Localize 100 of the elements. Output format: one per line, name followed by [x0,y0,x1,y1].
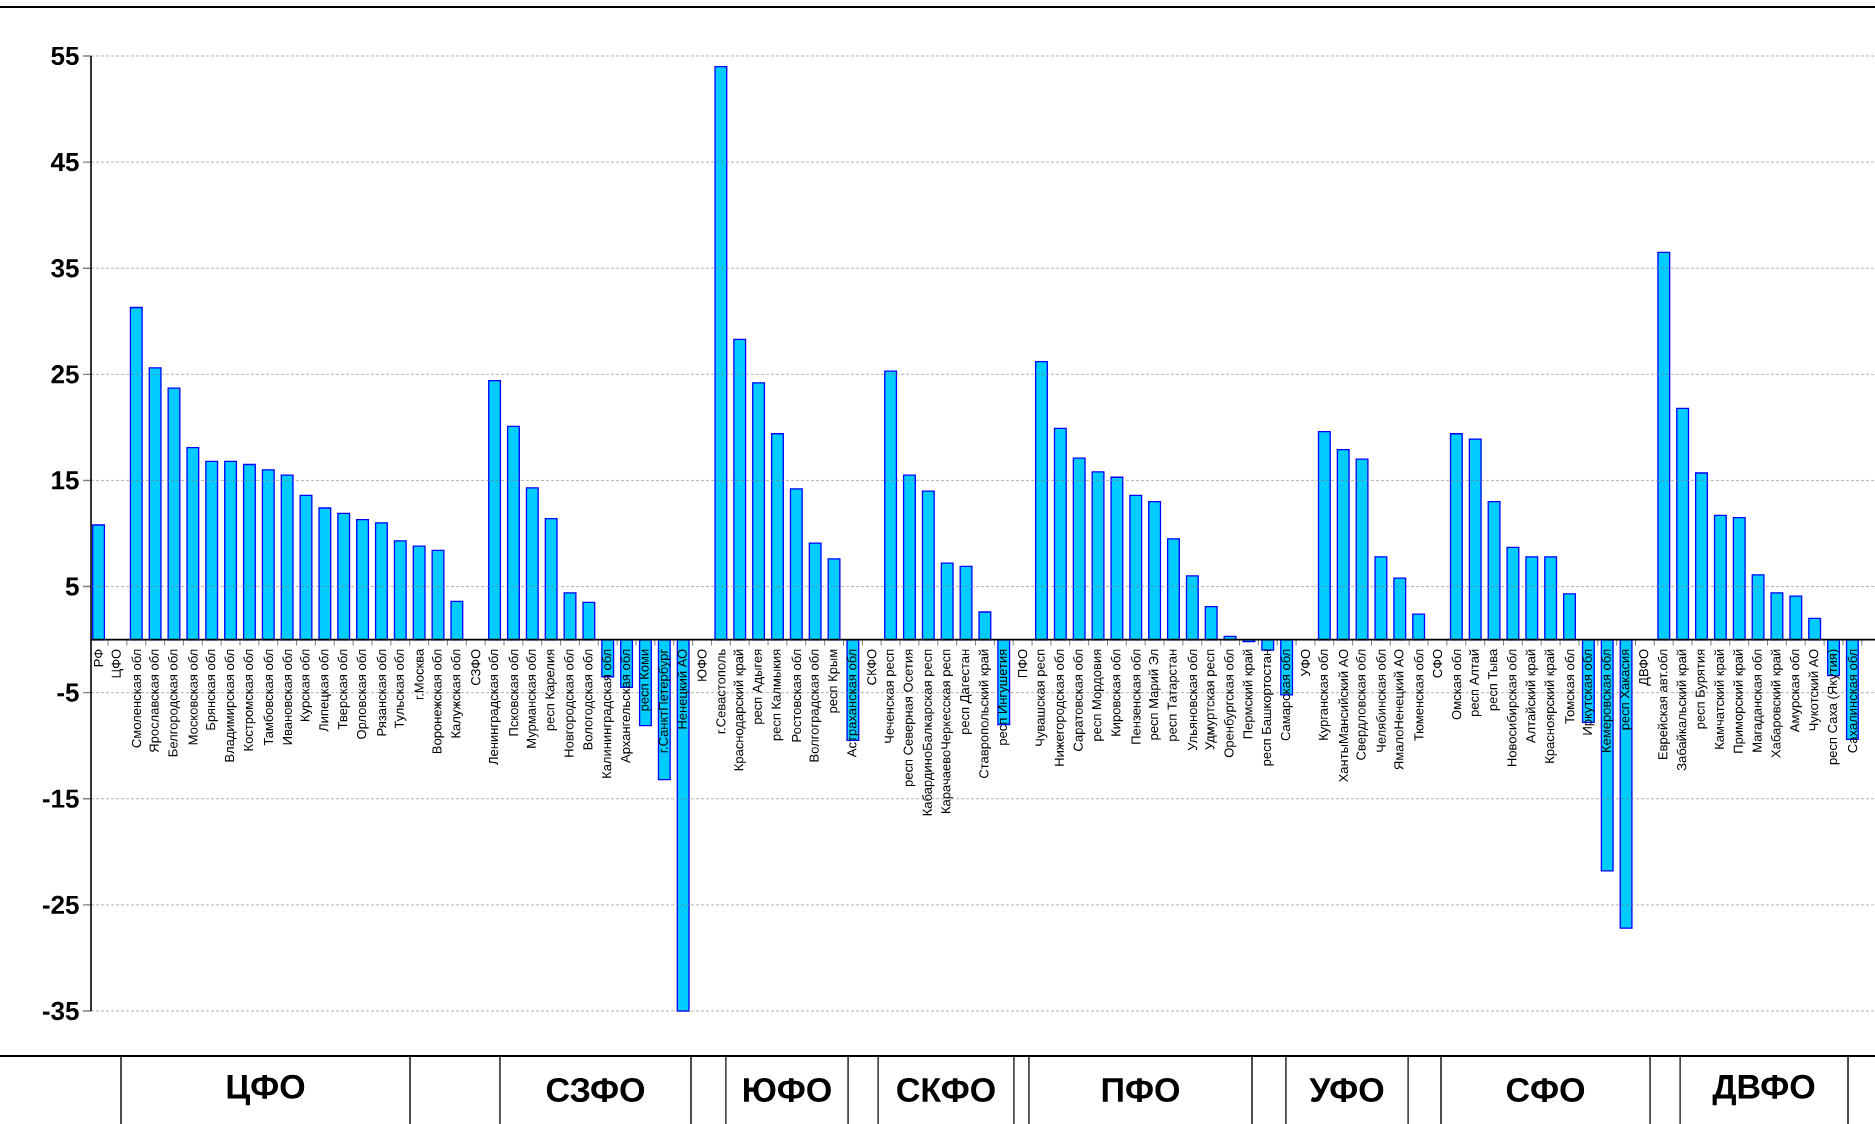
x-tick-label: респ Хакасия [1620,649,1632,730]
x-tick-label: респ Коми [639,649,652,711]
bar [1506,546,1520,641]
y-tick-label: 45 [50,153,79,172]
x-tick-label: Тюменская обл [1413,649,1424,741]
bar [1732,516,1746,641]
bar [1110,476,1124,641]
x-tick-label: Красноярский край [1544,649,1557,763]
x-tick-label: ДВФО [1639,649,1651,686]
x-tick-label: Чукотский АО [1808,649,1821,731]
bar [129,306,143,641]
bar [752,382,766,641]
x-tick-label: Пермский край [1242,649,1256,739]
bar [280,474,294,641]
bar [827,558,841,641]
x-tick-label: Оренбургская обл [1223,649,1237,758]
bar [1053,427,1067,641]
x-tick-label: Самарская обл [1280,649,1293,741]
bar [1770,592,1784,641]
bar [374,522,388,641]
x-tick-label: Смоленская обл [131,649,142,748]
x-tick-label: Алтайский край [1525,649,1538,744]
x-tick-label: ПФО [1018,649,1028,678]
x-tick-label: Ставропольский край [978,649,992,779]
bar [940,562,954,641]
x-tick-label: респ Бурятия [1695,649,1708,729]
bar [1808,617,1822,641]
y-tick-label: 55 [51,46,79,66]
bar [299,494,313,641]
x-tick-label: СФО [1432,649,1443,678]
x-tick-label: Архангельская обл [620,649,633,763]
bar [1336,449,1350,641]
x-tick-label: Псковская обл [508,649,519,736]
bar [1148,501,1162,641]
x-tick-label: Курская обл [299,649,313,721]
x-tick-label: Тверская обл [337,649,350,730]
bar [1563,593,1576,641]
x-tick-label: Белгородская обл [167,649,181,757]
x-tick-label: Ярославская обл [149,649,162,753]
bar [1317,430,1331,641]
bar [789,488,803,641]
x-tick-label: УФО [1300,649,1311,677]
bar [1600,638,1614,872]
bar [1449,433,1463,641]
x-tick-label: Брянская обл [205,649,218,730]
text: ЦФО [227,1074,305,1106]
bar [808,542,822,641]
x-tick-label: Чеченская респ [884,649,897,743]
x-tick-label: респ Крым [828,649,840,713]
x-tick-label: РФ [94,649,104,667]
y-tick-label: -25 [42,895,79,915]
x-tick-label: Вологодская обл [582,649,595,750]
x-tick-label: респ Адыгея [752,649,765,724]
bar [1713,514,1727,641]
bar [563,592,577,641]
text: СЗФО [546,1077,645,1103]
x-tick-label: г.СанктПетербург [658,649,671,753]
x-tick-label: Приморский край [1733,649,1746,753]
bar [959,565,973,641]
text: ЮФО [744,1077,831,1103]
x-tick-label: Забайкальский край [1676,649,1689,771]
x-tick-label: респ Ингушетия [997,649,1010,745]
bar [488,380,502,641]
x-tick-label: Кемеровская обл [1601,649,1614,752]
x-tick-label: Тульская обл [394,649,407,729]
x-tick-label: Астраханская обл [846,649,859,758]
bar [412,545,426,641]
x-tick-label: Челябинская обл [1376,649,1386,752]
bar [1091,471,1105,641]
x-tick-label: Костромская обл [243,649,256,751]
bar [450,600,464,641]
x-tick-label: респ Калмыкия [771,649,784,741]
x-tick-label: Рязанская обл [376,649,387,736]
x-tick-label: респ Тыва [1488,648,1500,711]
bar [544,517,558,641]
x-tick-label: Московская обл [188,649,198,745]
bar [1525,556,1539,641]
bar [1374,556,1388,641]
x-tick-label: Иркутская обл [1582,649,1595,735]
x-tick-label: ЯмалоНенецкий АО [1393,649,1406,770]
bar [261,469,275,641]
bar [676,638,690,1012]
text: ДВФО [1712,1074,1815,1106]
text: СКФО [897,1077,995,1103]
x-tick-label: Новгородская обл [563,649,577,757]
x-tick-label: г.Севастополь [716,649,726,734]
x-tick-label: Кировская обл [1110,649,1124,736]
x-tick-label: г.Москва [414,648,424,700]
x-tick-label: Нижегородская обл [1054,649,1067,766]
text: ПФО [1102,1077,1180,1103]
bar [1789,595,1803,641]
x-tick-label: ХантыМансийский АО [1338,649,1349,783]
x-tick-label: СКФО [867,649,877,685]
x-tick-label: Камчатский край [1714,649,1727,749]
bar [242,463,256,641]
y-tick-label: 25 [51,365,79,384]
y-tick-label: -5 [57,683,79,702]
x-tick-label: Владимирская обл [224,649,237,762]
x-tick-label: Ивановская обл [282,649,292,745]
bar [431,549,445,641]
